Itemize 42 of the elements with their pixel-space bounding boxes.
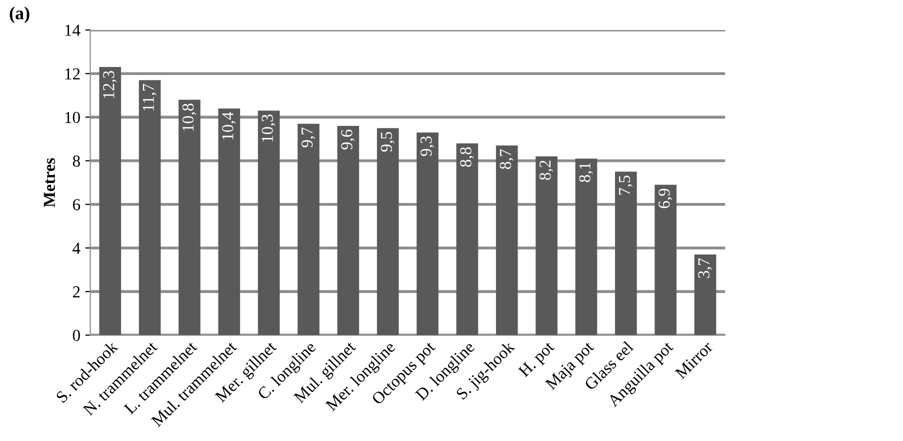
- bar: [178, 100, 200, 336]
- bar: [337, 126, 360, 336]
- data-label: 10,4: [222, 112, 236, 140]
- y-tick-label: 8: [72, 155, 80, 167]
- data-label: 10,3: [262, 114, 276, 142]
- data-label: 8,2: [539, 160, 554, 180]
- bar: [615, 172, 637, 336]
- bar: [298, 124, 320, 336]
- data-label: 11,7: [142, 84, 156, 110]
- y-tick-label: 14: [65, 24, 80, 36]
- data-label: 12,3: [103, 70, 117, 98]
- data-label: 7,5: [619, 176, 632, 195]
- y-tick-label: 10: [65, 112, 80, 124]
- data-label: 9,6: [341, 130, 355, 150]
- bar: [496, 146, 518, 336]
- data-label: 8,8: [460, 147, 474, 167]
- chart-title: (a): [10, 6, 30, 23]
- bar: [654, 184, 677, 336]
- y-axis-title: Metres: [44, 158, 55, 208]
- y-tick-label: 0: [72, 330, 80, 342]
- data-label: 6,9: [658, 188, 672, 208]
- y-tick-label: 2: [72, 286, 80, 298]
- bar: [575, 158, 598, 336]
- data-label: 8,1: [579, 162, 593, 182]
- bar: [416, 132, 438, 336]
- y-tick-label: 12: [65, 68, 80, 80]
- data-label: 9,3: [420, 136, 434, 156]
- data-label: 9,5: [380, 132, 394, 152]
- data-label: 3,7: [698, 258, 712, 278]
- bar: [376, 128, 399, 336]
- bar: [456, 143, 478, 336]
- y-tick-label: 4: [72, 242, 80, 254]
- bar: [218, 108, 240, 336]
- bar: [694, 254, 716, 336]
- data-label: 9,7: [301, 127, 316, 148]
- bar: [536, 156, 558, 336]
- data-label: 8,7: [500, 149, 514, 169]
- bar: [138, 80, 161, 336]
- bar: [99, 67, 122, 336]
- bar: [258, 110, 280, 336]
- data-label: 10,8: [182, 104, 196, 131]
- y-tick-label: 6: [72, 199, 80, 210]
